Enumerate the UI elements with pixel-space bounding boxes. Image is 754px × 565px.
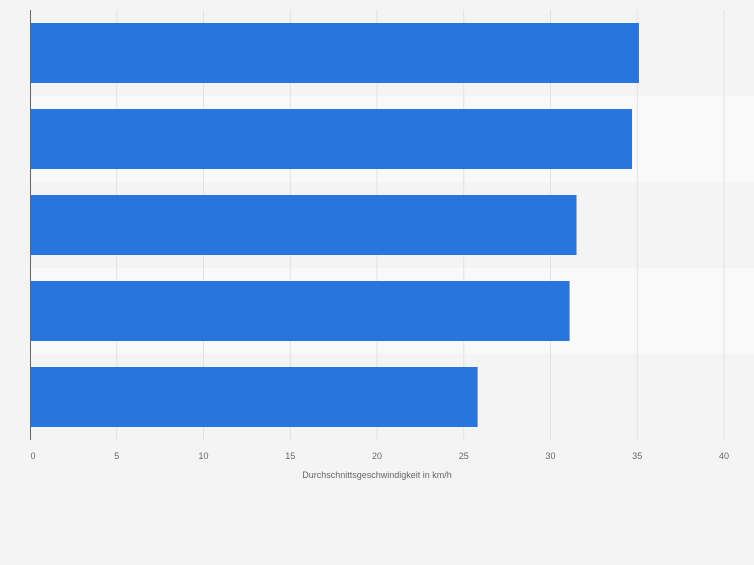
x-axis-title: Durchschnittsgeschwindigkeit in km/h xyxy=(302,470,452,480)
bars xyxy=(30,23,639,427)
x-tick-labels: 0 5 10 15 20 25 30 35 40 xyxy=(30,451,729,461)
x-tick-label: 5 xyxy=(114,451,119,461)
bar xyxy=(30,367,478,427)
x-tick-label: 20 xyxy=(372,451,382,461)
x-tick-label: 25 xyxy=(459,451,469,461)
bar xyxy=(30,23,639,83)
bar xyxy=(30,281,570,341)
x-tick-label: 15 xyxy=(285,451,295,461)
bar xyxy=(30,195,577,255)
bar xyxy=(30,109,633,169)
x-tick-label: 0 xyxy=(30,451,35,461)
x-tick-label: 30 xyxy=(545,451,555,461)
x-tick-label: 40 xyxy=(719,451,729,461)
x-tick-label: 35 xyxy=(632,451,642,461)
x-tick-label: 10 xyxy=(198,451,208,461)
